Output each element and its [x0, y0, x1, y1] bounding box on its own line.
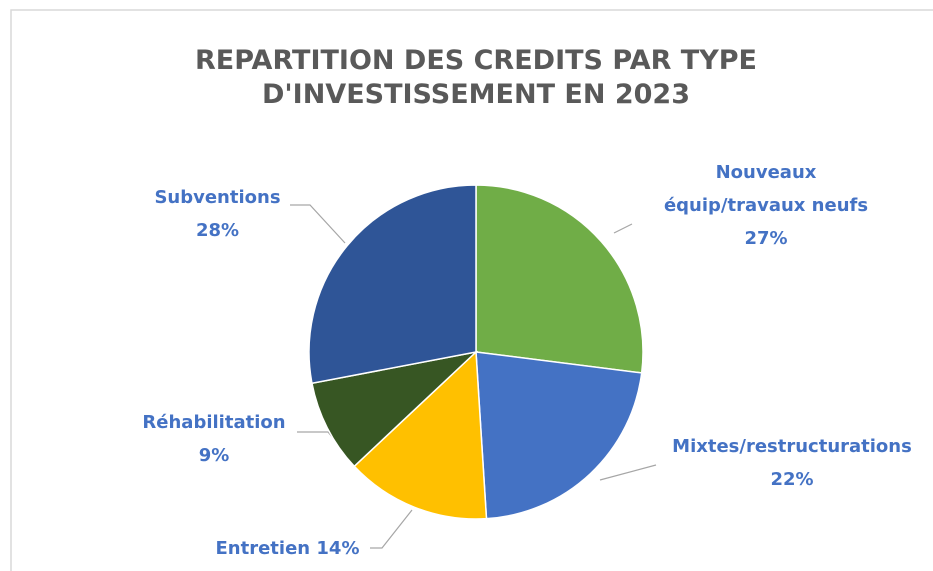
pie — [308, 184, 644, 520]
pie-slice — [308, 184, 477, 385]
category-label: Subventions — [154, 187, 281, 208]
leader-lines — [290, 204, 657, 549]
chart-title: REPARTITION DES CREDITS PAR TYPE D'INVES… — [195, 45, 757, 110]
value-label: 27% — [744, 228, 788, 249]
leader-line — [613, 223, 633, 234]
category-label: Mixtes/restructurations — [672, 436, 912, 457]
data-label: Nouveaux équip/travaux neufs 27% — [660, 156, 872, 255]
value-label: 9% — [198, 445, 230, 466]
leader-line — [370, 509, 413, 549]
data-label: Subventions 28% — [140, 181, 295, 247]
value-label: 22% — [770, 469, 814, 490]
category-label: Entretien — [215, 538, 311, 559]
pie-slice — [475, 351, 643, 520]
data-label: Mixtes/restructurations 22% — [652, 430, 932, 496]
leader-line — [599, 464, 657, 481]
value-label: 28% — [195, 220, 240, 241]
chart-frame — [10, 9, 933, 571]
pie-slice — [475, 184, 644, 374]
pie-slice — [311, 350, 479, 468]
category-label: Réhabilitation — [142, 412, 286, 433]
value-label: 14% — [316, 538, 360, 559]
pie-slice — [353, 350, 488, 520]
leader-line — [290, 204, 346, 244]
data-label: Entretien 14% — [200, 532, 375, 565]
data-label: Réhabilitation 9% — [128, 406, 300, 472]
category-label: Nouveaux équip/travaux neufs — [663, 162, 869, 216]
